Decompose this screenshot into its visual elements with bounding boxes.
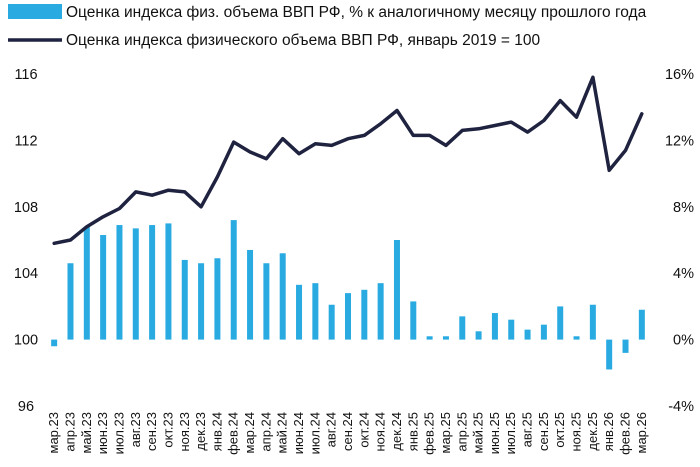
y-left-tick-label: 100: [14, 333, 38, 349]
bar: [589, 304, 596, 340]
bar: [312, 283, 319, 340]
bar: [279, 253, 286, 340]
bar: [116, 225, 123, 340]
y-right-tick-label: 0%: [673, 333, 694, 349]
bar: [361, 289, 368, 340]
x-axis: мар.23 апр.23 май.23 июн.23 июл.23 авг.23 сен.…: [46, 412, 649, 455]
x-tick-label: авг.23: [128, 412, 143, 447]
x-tick-label: апр.24: [258, 412, 273, 452]
x-tick-label: май.25: [471, 412, 486, 454]
x-tick-label: мар.23: [46, 412, 61, 453]
x-tick-label: янв.24: [209, 412, 224, 451]
y-right-tick-label: 4%: [673, 266, 694, 282]
x-tick-label: июл.23: [111, 412, 126, 454]
x-tick-label: май.24: [275, 412, 290, 454]
series-line: [52, 75, 644, 246]
bar: [442, 336, 449, 340]
x-tick-label: окт.23: [160, 412, 175, 448]
x-tick-label: июл.24: [307, 412, 322, 454]
x-tick-label: окт.24: [356, 412, 371, 448]
x-tick-label: мар.25: [438, 412, 453, 453]
bar: [459, 316, 466, 340]
bar: [426, 336, 433, 340]
bar: [508, 319, 515, 340]
bar: [606, 339, 613, 370]
y-left-tick-label: 108: [14, 200, 38, 216]
y-left-tick-label: 104: [14, 266, 38, 282]
bar: [540, 324, 547, 340]
bar: [100, 235, 107, 340]
y-right-tick-label: 12%: [665, 133, 694, 149]
left-axis: 96 100 104 108 112 116: [14, 67, 38, 415]
x-tick-label: апр.25: [454, 412, 469, 452]
y-right-tick-label: -4%: [668, 399, 694, 415]
legend: Оценка индекса физ. объема ВВП РФ, % к а…: [8, 4, 647, 49]
bar: [83, 226, 90, 340]
bar: [263, 263, 270, 340]
y-left-tick-label: 116: [14, 67, 37, 83]
bar: [638, 309, 645, 340]
bar: [393, 240, 400, 340]
bar: [247, 249, 254, 340]
y-right-tick-label: 16%: [665, 67, 694, 83]
bar: [132, 228, 139, 340]
bar: [377, 283, 384, 340]
x-tick-label: фев.24: [226, 412, 241, 455]
bar: [67, 263, 74, 340]
x-tick-label: сен.25: [536, 412, 551, 451]
x-tick-label: сен.24: [340, 412, 355, 451]
x-tick-label: ноя.25: [569, 412, 584, 452]
x-tick-label: июл.25: [503, 412, 518, 454]
legend-swatch-bar: [8, 4, 62, 19]
x-tick-label: июн.23: [95, 412, 110, 454]
x-tick-label: фев.25: [422, 412, 437, 455]
x-tick-label: мар.26: [634, 412, 649, 453]
x-tick-label: июн.24: [291, 412, 306, 454]
bar: [165, 223, 172, 340]
legend-label-line: Оценка индекса физического объема ВВП РФ…: [66, 32, 541, 49]
line-series: [52, 75, 644, 246]
plot-area: 96 100 104 108 112 116 -4% 0% 4% 8% 12% 16% мар.23…: [14, 67, 694, 455]
x-tick-label: янв.25: [405, 412, 420, 451]
bar: [557, 306, 564, 340]
x-tick-label: янв.26: [601, 412, 616, 451]
x-tick-label: дек.25: [585, 412, 600, 451]
x-tick-label: фев.26: [618, 412, 633, 455]
x-tick-label: окт.25: [552, 412, 567, 448]
right-axis: -4% 0% 4% 8% 12% 16%: [665, 67, 694, 415]
bar: [622, 339, 629, 353]
bar: [475, 331, 482, 340]
x-tick-label: апр.23: [62, 412, 77, 452]
x-tick-label: ноя.24: [373, 412, 388, 452]
bar: [524, 329, 531, 340]
x-tick-label: ноя.23: [177, 412, 192, 452]
x-tick-label: мар.24: [242, 412, 257, 453]
bar: [328, 304, 335, 340]
x-tick-label: май.23: [79, 412, 94, 454]
x-tick-label: сен.23: [144, 412, 159, 451]
bar: [181, 259, 188, 340]
bar-series: [51, 220, 645, 370]
bar: [296, 284, 303, 340]
bar: [149, 225, 156, 340]
bar: [573, 336, 580, 340]
bar: [214, 258, 221, 340]
bar: [230, 220, 237, 340]
x-tick-label: авг.25: [520, 412, 535, 447]
bar: [410, 301, 417, 340]
x-tick-label: дек.24: [389, 412, 404, 451]
y-left-tick-label: 96: [18, 399, 34, 415]
x-tick-label: авг.24: [324, 412, 339, 447]
x-tick-label: дек.23: [193, 412, 208, 451]
bar: [491, 313, 498, 340]
y-left-tick-label: 112: [14, 133, 37, 149]
bar: [51, 339, 58, 347]
x-tick-label: июн.25: [487, 412, 502, 454]
bar: [345, 293, 351, 340]
y-right-tick-label: 8%: [673, 200, 694, 216]
bar: [198, 263, 205, 340]
legend-label-bar: Оценка индекса физ. объема ВВП РФ, % к а…: [66, 4, 647, 21]
